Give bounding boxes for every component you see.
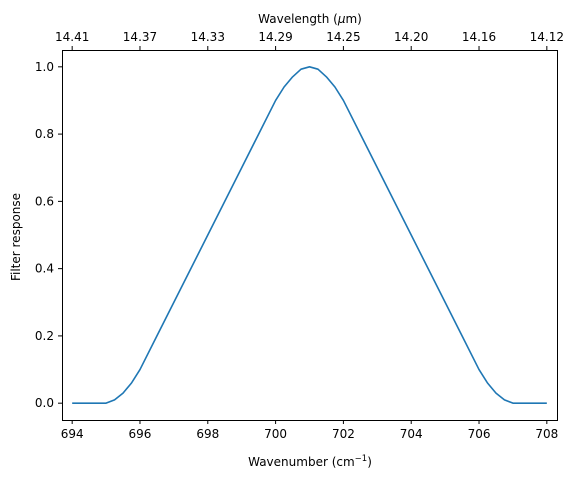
x-tick-label: 700 [264,427,287,441]
x-tick-label: 698 [196,427,219,441]
y-tick-label: 0.4 [35,262,54,276]
top-x-tick-label: 14.29 [258,30,292,44]
y-tick-label: 0.6 [35,194,54,208]
y-tick-label: 0.2 [35,329,54,343]
top-x-tick-label: 14.20 [394,30,428,44]
y-tick-label: 0.8 [35,127,54,141]
x-tick-label: 696 [129,427,152,441]
top-x-tick-label: 14.37 [123,30,157,44]
y-tick-label: 0.0 [35,396,54,410]
x-tick-label: 706 [468,427,491,441]
bottom-x-axis: 694 696 698 700 702 704 706 708 [61,420,558,441]
series-line-0 [72,66,547,404]
top-x-tick-label: 14.33 [191,30,225,44]
top-x-tick-label: 14.12 [530,30,564,44]
x-tick-label: 708 [535,427,558,441]
y-axis-label: Filter response [9,193,23,281]
top-x-tick-label: 14.41 [55,30,89,44]
y-axis: 0.0 0.2 0.4 0.6 0.8 1.0 [35,60,62,410]
y-tick-label: 1.0 [35,60,54,74]
plot-frame [62,50,558,421]
x-tick-label: 704 [400,427,423,441]
top-x-tick-label: 14.16 [462,30,496,44]
plot-marks [72,66,547,404]
x-tick-label: 694 [61,427,84,441]
top-x-tick-label: 14.25 [326,30,360,44]
x-axis-label: Wavenumber (cm−1) [248,454,372,469]
top-x-axis: 14.41 14.37 14.33 14.29 14.25 14.20 14.16 14.12 [55,30,564,50]
top-x-axis-label: Wavelength (μm) [258,12,362,26]
x-tick-label: 702 [332,427,355,441]
